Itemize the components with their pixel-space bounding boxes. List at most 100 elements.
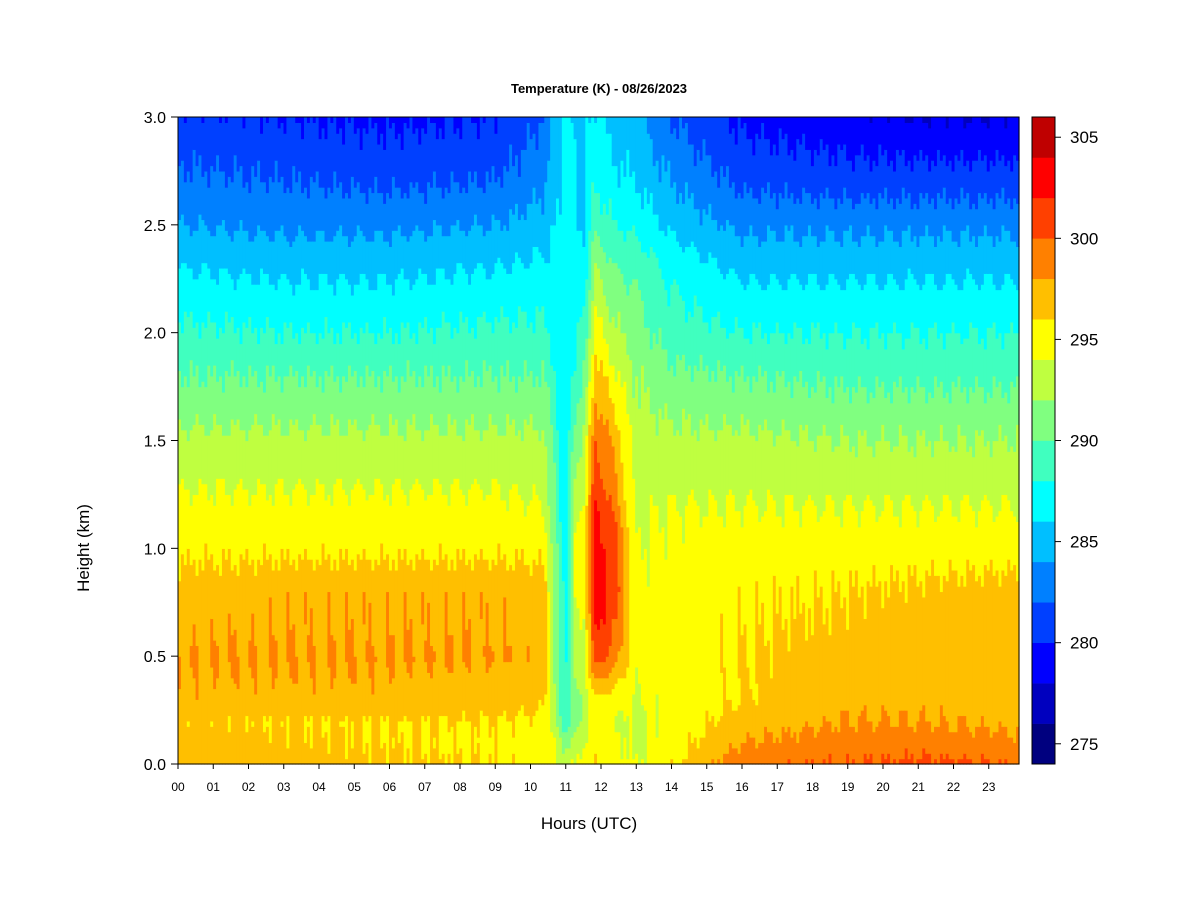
- heatmap-cell: [743, 505, 748, 625]
- heatmap-cell: [327, 591, 331, 668]
- heatmap-cell: [186, 224, 191, 269]
- heatmap-cell: [884, 397, 888, 442]
- heatmap-cell: [406, 720, 411, 749]
- heatmap-cell: [743, 122, 748, 183]
- heatmap-cell: [910, 321, 915, 388]
- heatmap-cell: [623, 176, 627, 242]
- heatmap-cell: [849, 224, 853, 274]
- heatmap-cell: [415, 429, 419, 479]
- heatmap-cell: [500, 262, 504, 307]
- heatmap-cell: [462, 267, 466, 323]
- heatmap-cell: [441, 753, 446, 765]
- heatmap-cell: [450, 672, 455, 727]
- heatmap-cell: [432, 737, 437, 749]
- heatmap-cell: [611, 510, 616, 620]
- heatmap-cell: [295, 332, 299, 372]
- heatmap-cell: [1001, 397, 1005, 442]
- heatmap-cell: [391, 677, 396, 738]
- heatmap-cell: [638, 408, 642, 528]
- heatmap-cell: [740, 526, 745, 636]
- heatmap-cell: [945, 753, 950, 765]
- heatmap-cell: [556, 197, 560, 431]
- heatmap-cell: [825, 435, 830, 496]
- heatmap-cell: [520, 214, 525, 264]
- heatmap-cell: [998, 289, 1003, 334]
- heatmap-cell: [544, 445, 548, 533]
- heatmap-cell: [427, 117, 431, 183]
- heatmap-cell: [427, 602, 431, 673]
- heatmap-cell: [558, 214, 563, 522]
- heatmap-cell: [931, 505, 935, 560]
- heatmap-cell: [427, 181, 431, 237]
- heatmap-cell: [233, 424, 238, 490]
- heatmap-cell: [371, 370, 375, 415]
- heatmap-cell: [980, 160, 985, 199]
- heatmap-cell: [406, 359, 411, 420]
- heatmap-cell: [822, 149, 827, 199]
- heatmap-cell: [723, 117, 727, 177]
- heatmap-cell: [532, 246, 537, 334]
- heatmap-cell: [529, 575, 534, 727]
- heatmap-cell: [397, 435, 402, 479]
- heatmap-cell: [286, 117, 290, 188]
- heatmap-cell: [506, 316, 510, 361]
- heatmap-cell: [649, 138, 654, 194]
- heatmap-cell: [620, 273, 625, 334]
- heatmap-cell: [878, 143, 882, 194]
- heatmap-cell: [963, 586, 967, 717]
- heatmap-cell: [491, 117, 496, 167]
- heatmap-cell: [444, 321, 449, 377]
- heatmap-cell: [192, 559, 197, 625]
- heatmap-cell: [810, 165, 815, 204]
- heatmap-cell: [802, 386, 806, 431]
- heatmap-cell: [728, 332, 733, 377]
- heatmap-cell: [459, 138, 463, 194]
- heatmap-cell: [257, 117, 261, 161]
- heatmap-cell: [386, 192, 390, 242]
- heatmap-cell: [617, 311, 622, 372]
- heatmap-cell: [810, 634, 815, 727]
- heatmap-cell: [239, 343, 244, 388]
- heatmap-cell: [1001, 569, 1005, 727]
- heatmap-cell: [687, 413, 692, 496]
- heatmap-cell: [280, 176, 285, 226]
- heatmap-cell: [503, 316, 507, 377]
- heatmap-cell: [462, 548, 466, 593]
- heatmap-cell: [239, 117, 244, 167]
- heatmap-cell: [233, 375, 238, 425]
- heatmap-cell: [403, 381, 408, 442]
- heatmap-cell: [784, 386, 789, 431]
- heatmap-cell: [1007, 451, 1011, 501]
- heatmap-cell: [295, 284, 299, 334]
- heatmap-cell: [693, 117, 698, 167]
- heatmap-cell: [986, 726, 991, 760]
- heatmap-cell: [450, 224, 455, 285]
- heatmap-cell: [435, 375, 440, 425]
- heatmap-cell: [506, 359, 510, 415]
- heatmap-cell: [309, 176, 314, 242]
- heatmap-cell: [629, 284, 633, 361]
- heatmap-cell: [192, 327, 197, 377]
- heatmap-cell: [271, 688, 276, 765]
- heatmap-cell: [262, 715, 267, 733]
- heatmap-cell: [556, 429, 560, 544]
- heatmap-cell: [520, 149, 525, 215]
- heatmap-cell: [599, 661, 604, 679]
- heatmap-cell: [494, 262, 498, 318]
- heatmap-cell: [265, 235, 270, 274]
- heatmap-cell: [221, 117, 226, 172]
- heatmap-cell: [808, 726, 812, 765]
- heatmap-cell: [324, 720, 329, 733]
- heatmap-cell: [755, 704, 759, 749]
- heatmap-cell: [207, 559, 211, 765]
- heatmap-cell: [931, 327, 935, 398]
- heatmap-cell: [1004, 117, 1008, 129]
- heatmap-cell: [286, 715, 290, 749]
- heatmap-cell: [213, 365, 217, 415]
- heatmap-cell: [764, 117, 768, 140]
- heatmap-cell: [347, 629, 352, 679]
- heatmap-cell: [371, 693, 375, 765]
- heatmap-cell: [268, 494, 273, 555]
- heatmap-cell: [345, 278, 349, 328]
- heatmap-cell: [245, 731, 249, 765]
